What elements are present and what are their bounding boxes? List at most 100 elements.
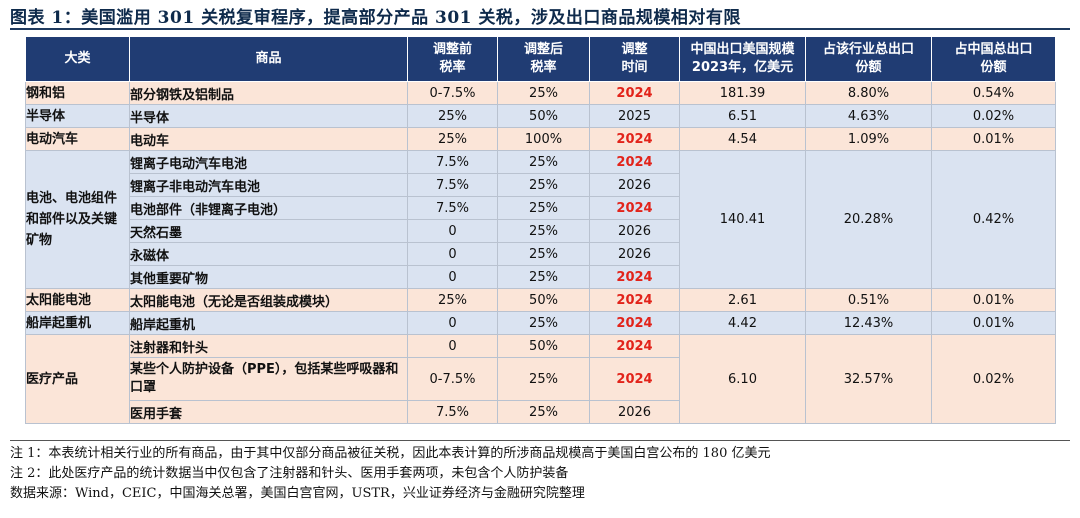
rate-after-cell: 50% bbox=[497, 334, 590, 358]
category-cell: 电动汽车 bbox=[25, 127, 130, 151]
product-cell: 其他重要矿物 bbox=[129, 265, 408, 289]
rate-after-cell: 25% bbox=[497, 311, 590, 335]
rate-after-cell: 25% bbox=[497, 81, 590, 105]
export-value-cell: 6.10 bbox=[679, 334, 806, 424]
table-row: 天然石墨 0 25% 2026 bbox=[26, 219, 1056, 243]
adjust-time-cell: 2024 bbox=[589, 127, 680, 151]
export-value-cell: 181.39 bbox=[679, 81, 806, 105]
product-cell: 某些个人防护设备（PPE），包括某些呼吸器和口罩 bbox=[129, 357, 408, 401]
adjust-time-cell: 2025 bbox=[589, 104, 680, 128]
industry-share-cell: 8.80% bbox=[805, 81, 932, 105]
header-time: 调整 时间 bbox=[589, 36, 680, 82]
header-export: 中国出口美国规模 2023年，亿美元 bbox=[679, 36, 806, 82]
product-cell: 电动车 bbox=[129, 127, 408, 151]
product-cell: 锂离子电动汽车电池 bbox=[129, 150, 408, 174]
notes: 注 1：本表统计相关行业的所有商品，由于其中仅部分商品被征关税，因此本表计算的所… bbox=[10, 444, 1070, 504]
china-share-cell: 0.54% bbox=[931, 81, 1056, 105]
table-row: 某些个人防护设备（PPE），包括某些呼吸器和口罩 0-7.5% 25% 2024 bbox=[26, 357, 1056, 401]
adjust-time-cell: 2024 bbox=[589, 81, 680, 105]
product-cell: 半导体 bbox=[129, 104, 408, 128]
rate-after-cell: 25% bbox=[497, 196, 590, 220]
product-cell: 部分钢铁及铝制品 bbox=[129, 81, 408, 105]
rate-after-cell: 100% bbox=[497, 127, 590, 151]
rate-before-cell: 0-7.5% bbox=[407, 357, 498, 401]
rate-after-cell: 25% bbox=[497, 265, 590, 289]
rate-before-cell: 25% bbox=[407, 104, 498, 128]
category-cell: 半导体 bbox=[25, 104, 130, 128]
rate-before-cell: 7.5% bbox=[407, 150, 498, 174]
rate-after-cell: 50% bbox=[497, 288, 590, 312]
notes-rule bbox=[10, 440, 1070, 441]
rate-before-cell: 0 bbox=[407, 311, 498, 335]
industry-share-cell: 32.57% bbox=[805, 334, 932, 424]
china-share-cell: 0.01% bbox=[931, 311, 1056, 335]
title-rule bbox=[10, 28, 1070, 30]
table-row: 医疗产品 注射器和针头 0 50% 2024 6.10 32.57% 0.02% bbox=[25, 334, 1056, 424]
rate-after-cell: 50% bbox=[497, 104, 590, 128]
china-share-cell: 0.42% bbox=[931, 150, 1056, 289]
adjust-time-cell: 2024 bbox=[589, 357, 680, 401]
category-cell: 电池、电池组件和部件以及关键矿物 bbox=[25, 150, 130, 289]
industry-share-cell: 4.63% bbox=[805, 104, 932, 128]
adjust-time-cell: 2024 bbox=[589, 196, 680, 220]
adjust-time-cell: 2026 bbox=[589, 400, 680, 424]
header-industry-share: 占该行业总出口 份额 bbox=[805, 36, 932, 82]
industry-share-cell: 12.43% bbox=[805, 311, 932, 335]
rate-before-cell: 0-7.5% bbox=[407, 81, 498, 105]
product-cell: 医用手套 bbox=[129, 400, 408, 424]
note-2: 注 2：此处医疗产品的统计数据当中仅包含了注射器和针头、医用手套两项，未包含个人… bbox=[10, 466, 569, 481]
header-category: 大类 bbox=[25, 36, 130, 82]
china-share-cell: 0.01% bbox=[931, 127, 1056, 151]
adjust-time-cell: 2026 bbox=[589, 242, 680, 266]
product-cell: 永磁体 bbox=[129, 242, 408, 266]
rate-after-cell: 25% bbox=[497, 219, 590, 243]
table-row: 永磁体 0 25% 2026 bbox=[26, 242, 1056, 266]
product-cell: 船岸起重机 bbox=[129, 311, 408, 335]
table-row: 电池、电池组件和部件以及关键矿物 锂离子电动汽车电池 7.5% 25% 2024 140.… bbox=[25, 150, 1056, 289]
adjust-time-cell: 2024 bbox=[589, 334, 680, 358]
rate-after-cell: 25% bbox=[497, 173, 590, 197]
product-cell: 注射器和针头 bbox=[129, 334, 408, 358]
rate-after-cell: 25% bbox=[497, 150, 590, 174]
rate-before-cell: 25% bbox=[407, 127, 498, 151]
export-value-cell: 140.41 bbox=[679, 150, 806, 289]
header-product: 商品 bbox=[129, 36, 408, 82]
table-row: 船岸起重机 船岸起重机 0 25% 2024 4.42 12.43% 0.01% bbox=[25, 311, 1056, 335]
category-cell: 医疗产品 bbox=[25, 334, 130, 424]
note-1: 注 1：本表统计相关行业的所有商品，由于其中仅部分商品被征关税，因此本表计算的所… bbox=[10, 446, 771, 461]
header-after: 调整后 税率 bbox=[497, 36, 590, 82]
table-row: 半导体 半导体 25% 50% 2025 6.51 4.63% 0.02% bbox=[25, 104, 1056, 128]
adjust-time-cell: 2026 bbox=[589, 173, 680, 197]
rate-before-cell: 7.5% bbox=[407, 173, 498, 197]
data-source: 数据来源：Wind，CEIC，中国海关总署，美国白宫官网，USTR，兴业证券经济… bbox=[10, 486, 585, 501]
category-cell: 太阳能电池 bbox=[25, 288, 130, 312]
export-value-cell: 4.42 bbox=[679, 311, 806, 335]
table-row: 锂离子非电动汽车电池 7.5% 25% 2026 bbox=[26, 173, 1056, 197]
category-cell: 钢和铝 bbox=[25, 81, 130, 105]
tariff-table: 大类 商品 调整前 税率 调整后 税率 调整 时间 中国出口美国规模 2023年，亿美元… bbox=[25, 36, 1056, 424]
industry-share-cell: 1.09% bbox=[805, 127, 932, 151]
table-row: 电池部件（非锂离子电池） 7.5% 25% 2024 bbox=[26, 196, 1056, 220]
rate-before-cell: 7.5% bbox=[407, 196, 498, 220]
rate-before-cell: 0 bbox=[407, 334, 498, 358]
product-cell: 电池部件（非锂离子电池） bbox=[129, 196, 408, 220]
export-value-cell: 4.54 bbox=[679, 127, 806, 151]
rate-after-cell: 25% bbox=[497, 242, 590, 266]
table-row: 钢和铝 部分钢铁及铝制品 0-7.5% 25% 2024 181.39 8.80% 0.54% bbox=[25, 81, 1056, 105]
table-row: 医用手套 7.5% 25% 2026 bbox=[26, 400, 1056, 424]
export-value-cell: 6.51 bbox=[679, 104, 806, 128]
rate-before-cell: 0 bbox=[407, 265, 498, 289]
table-row: 其他重要矿物 0 25% 2024 bbox=[26, 265, 1056, 289]
header-row: 大类 商品 调整前 税率 调整后 税率 调整 时间 中国出口美国规模 2023年，亿美元… bbox=[25, 36, 1056, 82]
export-value-cell: 2.61 bbox=[679, 288, 806, 312]
industry-share-cell: 20.28% bbox=[805, 150, 932, 289]
rate-before-cell: 7.5% bbox=[407, 400, 498, 424]
adjust-time-cell: 2024 bbox=[589, 265, 680, 289]
header-before: 调整前 税率 bbox=[407, 36, 498, 82]
adjust-time-cell: 2024 bbox=[589, 311, 680, 335]
product-cell: 天然石墨 bbox=[129, 219, 408, 243]
category-cell: 船岸起重机 bbox=[25, 311, 130, 335]
table-row: 电动汽车 电动车 25% 100% 2024 4.54 1.09% 0.01% bbox=[25, 127, 1056, 151]
china-share-cell: 0.01% bbox=[931, 288, 1056, 312]
rate-before-cell: 25% bbox=[407, 288, 498, 312]
